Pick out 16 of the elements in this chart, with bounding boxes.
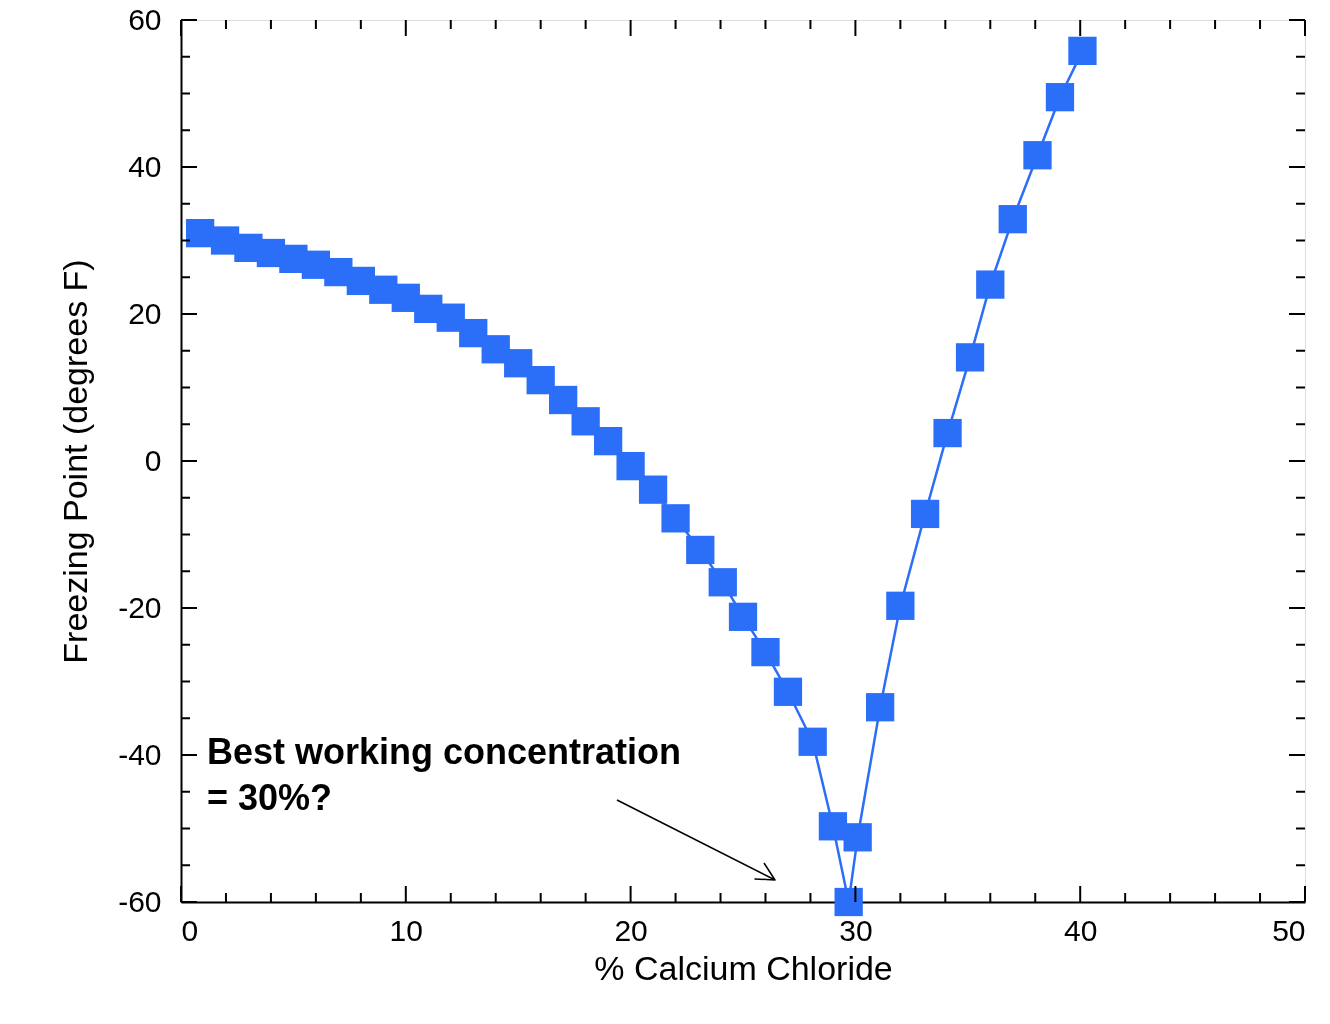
x-tick-label: 30 bbox=[839, 913, 873, 947]
x-tick-label: 10 bbox=[389, 913, 423, 947]
x-axis-title: % Calcium Chloride bbox=[594, 948, 893, 987]
y-tick-label: -20 bbox=[118, 590, 162, 624]
x-tick-label: 50 bbox=[1272, 913, 1306, 947]
y-tick-label: 0 bbox=[144, 443, 162, 477]
x-tick-label: 0 bbox=[181, 913, 199, 947]
annotation: Best working concentration = 30%? bbox=[207, 731, 682, 818]
y-tick-label: 40 bbox=[128, 149, 162, 183]
x-tick-label: 20 bbox=[614, 913, 648, 947]
y-tick-label: -60 bbox=[118, 884, 162, 918]
y-tick-label: 20 bbox=[128, 296, 162, 330]
x-tick-label: 40 bbox=[1064, 913, 1098, 947]
y-tick-label: 60 bbox=[128, 2, 162, 36]
y-axis-title: Freezing Point (degrees F) bbox=[56, 259, 95, 664]
y-tick-label: -40 bbox=[118, 737, 162, 771]
